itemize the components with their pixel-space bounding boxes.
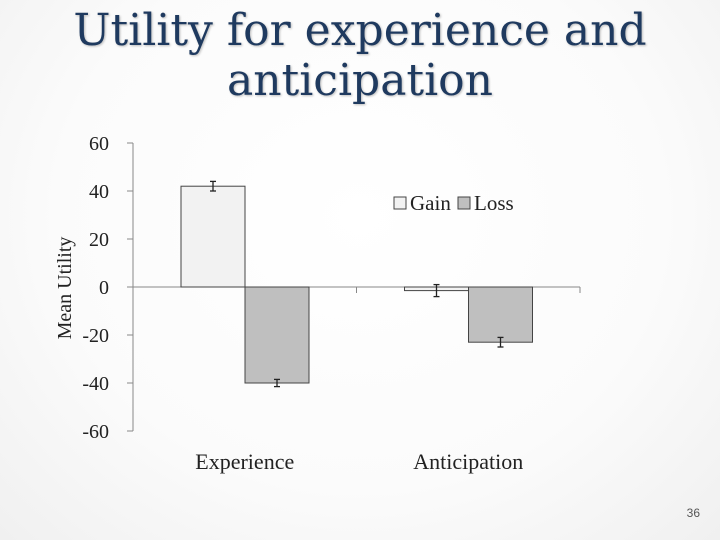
slide-title: Utility for experience and anticipation — [0, 6, 720, 106]
y-tick-label: 40 — [89, 181, 109, 203]
slide-title-line-2: anticipation — [226, 55, 494, 106]
legend-label-loss: Loss — [474, 191, 514, 215]
y-tick-label: 60 — [89, 133, 109, 155]
y-tick-label: -20 — [82, 325, 109, 347]
slide-title-line-1: Utility for experience and — [73, 5, 647, 56]
legend-label-gain: Gain — [410, 191, 451, 215]
y-tick-label: -60 — [82, 421, 109, 443]
slide-number: 36 — [686, 506, 700, 520]
bar-gain-experience — [180, 185, 246, 288]
bar-loss-anticipation — [468, 286, 533, 343]
y-axis-label: Mean Utility — [54, 237, 76, 340]
bar-loss-experience — [244, 286, 310, 384]
legend-swatch-gain — [393, 196, 407, 210]
y-tick-label: 20 — [89, 229, 109, 251]
y-tick-label: -40 — [82, 373, 109, 395]
y-tick-label: 0 — [99, 277, 109, 299]
x-category-label: Experience — [195, 449, 294, 474]
legend-swatch-loss — [457, 196, 471, 210]
x-category-label: Anticipation — [413, 449, 523, 474]
